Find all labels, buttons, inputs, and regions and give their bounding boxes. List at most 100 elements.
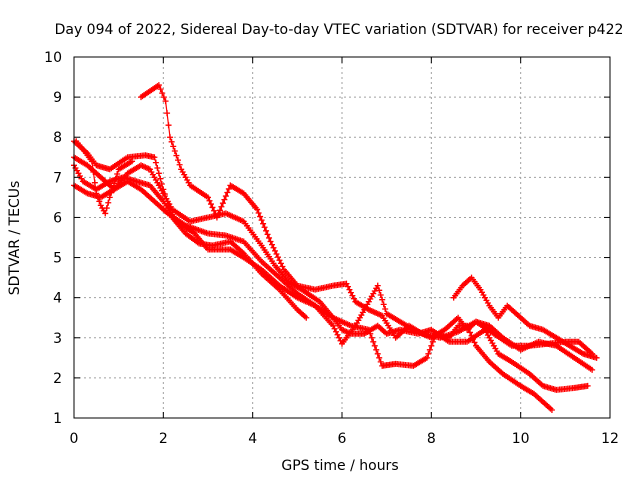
data-point bbox=[376, 354, 383, 361]
data-point bbox=[368, 334, 375, 341]
series-layer bbox=[71, 82, 600, 413]
data-point bbox=[350, 295, 357, 302]
data-point bbox=[88, 158, 95, 165]
x-axis: 0 2 4 6 8 10 12 bbox=[70, 57, 619, 447]
x-tick-label: 10 bbox=[512, 431, 530, 447]
data-point bbox=[254, 206, 261, 213]
data-point bbox=[365, 326, 372, 333]
data-point bbox=[93, 190, 100, 197]
data-point bbox=[584, 382, 591, 389]
series-track-e bbox=[71, 178, 596, 373]
data-point bbox=[255, 209, 262, 216]
data-point bbox=[207, 201, 214, 208]
series-track-g bbox=[73, 138, 136, 217]
x-tick-label: 4 bbox=[248, 431, 257, 447]
data-point bbox=[224, 189, 231, 196]
y-tick-label: 3 bbox=[53, 331, 62, 347]
data-point bbox=[333, 328, 340, 335]
data-point bbox=[105, 199, 112, 206]
data-point bbox=[344, 283, 351, 290]
data-point bbox=[206, 197, 213, 204]
data-point bbox=[170, 143, 177, 150]
data-point bbox=[377, 291, 384, 298]
data-point bbox=[106, 194, 113, 201]
data-point bbox=[108, 189, 115, 196]
data-point bbox=[426, 346, 433, 353]
y-tick-label: 1 bbox=[53, 411, 62, 427]
data-point bbox=[264, 231, 271, 238]
data-point bbox=[423, 354, 430, 361]
data-point bbox=[222, 193, 229, 200]
data-point bbox=[94, 194, 101, 201]
x-axis-title: GPS time / hours bbox=[281, 458, 398, 474]
data-point bbox=[176, 161, 183, 168]
data-point bbox=[157, 86, 164, 93]
data-point bbox=[205, 194, 211, 201]
data-point bbox=[91, 179, 98, 186]
data-point bbox=[155, 170, 162, 177]
data-point bbox=[167, 134, 174, 141]
y-tick-label: 5 bbox=[53, 251, 62, 267]
data-point bbox=[129, 158, 136, 165]
data-point bbox=[102, 210, 109, 217]
data-point bbox=[158, 181, 165, 188]
data-point bbox=[210, 207, 217, 214]
data-point bbox=[337, 337, 344, 344]
y-tick-label: 2 bbox=[53, 371, 62, 387]
data-point bbox=[103, 205, 110, 212]
x-tick-label: 0 bbox=[70, 431, 79, 447]
data-point bbox=[593, 354, 600, 361]
data-point bbox=[168, 138, 175, 145]
data-point bbox=[112, 175, 119, 182]
series-line bbox=[73, 156, 588, 391]
data-point bbox=[371, 342, 378, 349]
data-point bbox=[382, 306, 389, 313]
data-point bbox=[334, 331, 341, 338]
data-point bbox=[425, 350, 432, 357]
data-point bbox=[274, 254, 281, 261]
series-line bbox=[140, 84, 593, 355]
data-point bbox=[154, 164, 161, 171]
data-point bbox=[159, 90, 166, 97]
data-point bbox=[270, 244, 277, 251]
data-point bbox=[471, 339, 478, 346]
data-point bbox=[548, 406, 555, 413]
data-point bbox=[160, 94, 167, 101]
data-point bbox=[109, 185, 116, 192]
data-point bbox=[266, 234, 273, 241]
data-point bbox=[273, 250, 280, 257]
series-track-c bbox=[71, 154, 591, 393]
data-point bbox=[279, 263, 286, 270]
data-point bbox=[370, 338, 377, 345]
data-point bbox=[331, 325, 338, 332]
data-point bbox=[114, 170, 121, 177]
data-point bbox=[589, 366, 596, 373]
data-point bbox=[377, 358, 384, 365]
data-point bbox=[151, 154, 158, 161]
data-point bbox=[96, 198, 103, 205]
y-tick-label: 7 bbox=[53, 170, 62, 186]
y-axis: 1 2 3 4 5 6 7 8 9 10 bbox=[44, 50, 610, 427]
data-point bbox=[219, 200, 226, 207]
x-tick-label: 8 bbox=[427, 431, 436, 447]
y-tick-label: 8 bbox=[53, 130, 62, 146]
data-point bbox=[346, 286, 353, 293]
data-point bbox=[373, 346, 380, 353]
data-point bbox=[225, 185, 232, 192]
data-point bbox=[260, 220, 267, 227]
x-tick-label: 12 bbox=[601, 431, 619, 447]
data-point bbox=[343, 280, 350, 287]
data-point bbox=[374, 282, 381, 289]
data-point bbox=[257, 213, 264, 220]
data-point bbox=[152, 159, 159, 166]
x-tick-label: 2 bbox=[159, 431, 168, 447]
series-line bbox=[73, 180, 593, 371]
data-point bbox=[171, 147, 178, 154]
data-point bbox=[165, 122, 172, 129]
data-point bbox=[379, 296, 386, 303]
data-point bbox=[336, 334, 343, 341]
data-point bbox=[470, 336, 477, 343]
data-point bbox=[277, 260, 284, 267]
data-point bbox=[367, 330, 374, 337]
